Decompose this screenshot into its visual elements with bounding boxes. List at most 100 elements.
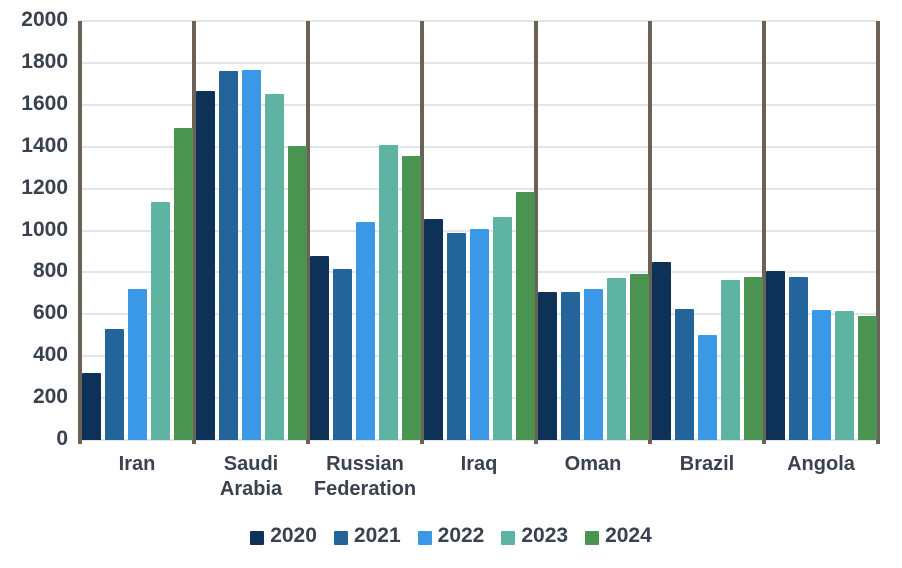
category-label-line: Russian (326, 453, 404, 475)
category-label: Oman (536, 452, 650, 477)
category-label: Brazil (650, 452, 764, 477)
y-tick-label: 200 (32, 385, 68, 409)
bar-2022 (241, 70, 261, 440)
category-label-line: Iran (118, 453, 156, 475)
bar-2024 (857, 316, 877, 440)
bar-2020 (423, 219, 443, 440)
y-tick-label: 2000 (21, 8, 68, 32)
category-label-line: Angola (787, 453, 855, 475)
bar-2022 (583, 289, 603, 440)
gridline (80, 187, 878, 190)
y-tick-label: 1400 (21, 133, 68, 157)
bar-2023 (492, 217, 512, 440)
bar-group-angola (764, 21, 878, 440)
legend-label: 2020 (270, 524, 317, 547)
gridline (80, 20, 878, 22)
x-axis: Iran Saudi Arabia Russian Federation Iraq Oman… (80, 452, 878, 504)
category-label: Angola (764, 452, 878, 477)
bar-2023 (606, 278, 626, 440)
bar-2023 (834, 311, 854, 440)
bar-group-oman (536, 21, 650, 440)
bar-group-russian-federation (308, 21, 422, 440)
legend: 2020 2021 2022 2023 2024 (0, 524, 902, 548)
bar-2020 (81, 373, 101, 440)
bar-2023 (720, 280, 740, 440)
bar-2022 (469, 229, 489, 440)
bar-2024 (173, 128, 193, 440)
bar-2020 (765, 271, 785, 440)
y-tick-label: 1600 (21, 91, 68, 115)
legend-item-2021: 2021 (333, 524, 401, 548)
plot-area (78, 20, 880, 445)
bar-2022 (697, 335, 717, 440)
bar-2021 (332, 269, 352, 440)
bar-2022 (355, 222, 375, 440)
category-label: Russian Federation (308, 452, 422, 502)
bar-group-brazil (650, 21, 764, 440)
group-separator (306, 21, 310, 445)
bar-2020 (651, 262, 671, 440)
legend-label: 2024 (605, 524, 652, 547)
legend-swatch-icon (250, 530, 265, 545)
y-axis: 0 200 400 600 800 1000 1200 1400 1600 1800 2000 (0, 0, 68, 568)
bar-2023 (150, 202, 170, 440)
y-tick-label: 400 (32, 343, 68, 367)
category-label-line: Brazil (679, 453, 735, 475)
group-separator (876, 21, 880, 445)
bar-2024 (287, 146, 307, 440)
bar-2021 (104, 329, 124, 440)
group-separator (420, 21, 424, 445)
group-separator (192, 21, 196, 445)
legend-swatch-icon (417, 530, 432, 545)
category-label-line: Oman (564, 453, 622, 475)
category-label: Saudi Arabia (194, 452, 308, 502)
bar-2023 (264, 94, 284, 440)
group-separator (762, 21, 766, 445)
bar-2021 (218, 71, 238, 440)
bar-2021 (788, 277, 808, 440)
bar-group-iran (80, 21, 194, 440)
bar-2021 (674, 309, 694, 440)
bar-2024 (629, 274, 649, 440)
bar-2024 (515, 192, 535, 440)
category-label-line: Arabia (219, 478, 283, 500)
bar-2022 (811, 310, 831, 440)
legend-label: 2021 (353, 524, 401, 547)
group-separator (78, 21, 82, 445)
bar-2022 (127, 289, 147, 440)
legend-swatch-icon (501, 530, 516, 545)
group-separator (648, 21, 652, 445)
category-label-line: Iraq (460, 453, 498, 475)
bar-2021 (446, 233, 466, 440)
legend-item-2023: 2023 (501, 524, 568, 548)
category-label-line: Saudi (223, 453, 279, 475)
legend-item-2024: 2024 (585, 524, 652, 548)
y-tick-label: 600 (32, 301, 68, 325)
bar-2023 (378, 145, 398, 440)
category-label: Iraq (422, 452, 536, 477)
y-tick-label: 800 (32, 259, 68, 283)
bar-group-iraq (422, 21, 536, 440)
y-tick-label: 1800 (21, 49, 68, 73)
gridline (80, 145, 878, 148)
gridline (80, 439, 878, 441)
legend-label: 2023 (521, 524, 569, 547)
bar-2020 (309, 256, 329, 440)
category-label: Iran (80, 452, 194, 477)
bar-group-saudi-arabia (194, 21, 308, 440)
legend-item-2022: 2022 (417, 524, 484, 548)
group-separator (534, 21, 538, 445)
y-tick-label: 0 (56, 427, 68, 451)
gridline (80, 61, 878, 64)
legend-swatch-icon (585, 530, 600, 545)
legend-swatch-icon (333, 530, 348, 545)
bar-2020 (195, 91, 215, 440)
y-tick-label: 1200 (21, 175, 68, 199)
bar-2024 (401, 156, 421, 440)
legend-item-2020: 2020 (250, 524, 317, 548)
y-tick-label: 1000 (21, 217, 68, 241)
bar-2020 (537, 292, 557, 440)
bar-2024 (743, 277, 763, 440)
category-label-line: Federation (313, 478, 417, 500)
